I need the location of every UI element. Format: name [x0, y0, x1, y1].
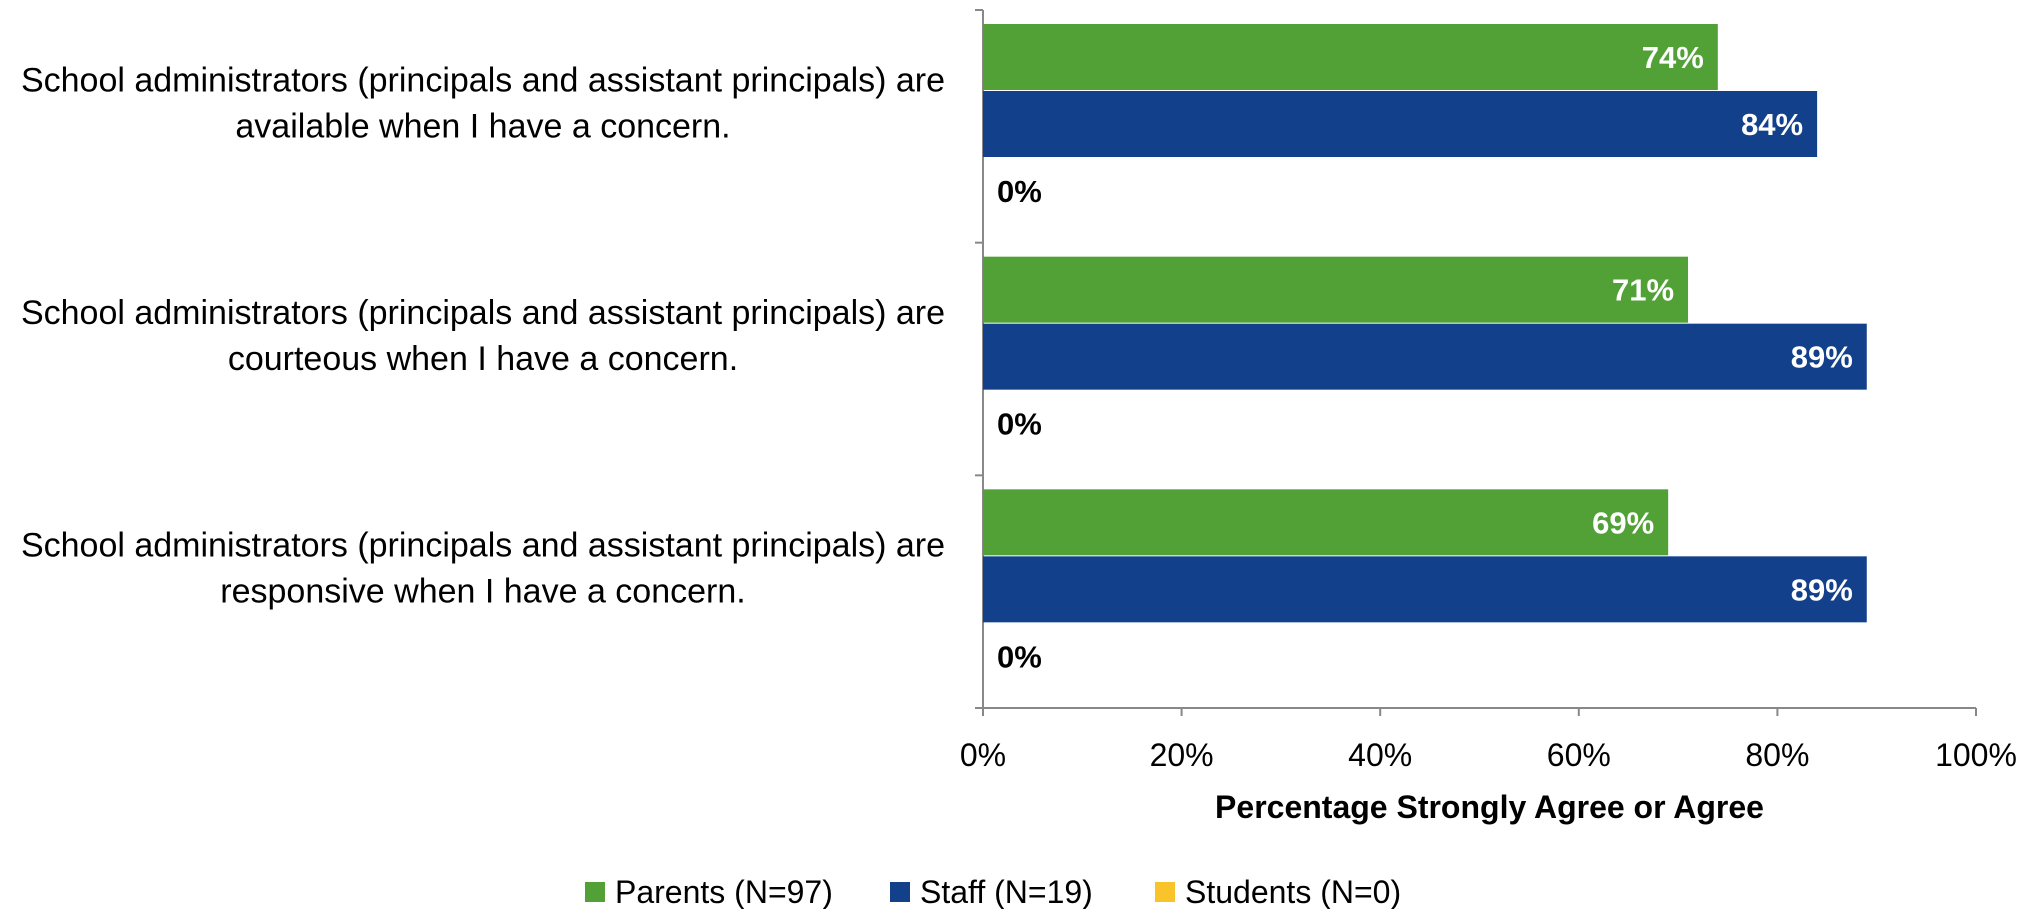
bar [983, 91, 1818, 157]
category-label: School administrators (principals and as… [21, 61, 945, 145]
legend-label: Staff (N=19) [920, 874, 1093, 909]
category-labels: School administrators (principals and as… [21, 61, 945, 610]
data-label: 74% [1642, 40, 1704, 75]
data-label: 71% [1612, 273, 1674, 308]
data-label: 89% [1791, 340, 1853, 375]
x-tick-label: 40% [1348, 737, 1412, 773]
x-axis-title: Percentage Strongly Agree or Agree [1215, 789, 1764, 825]
data-label: 0% [997, 174, 1042, 209]
bar [983, 323, 1867, 390]
category-label: School administrators (principals and as… [21, 527, 945, 611]
category-label: School administrators (principals and as… [21, 294, 945, 378]
data-label: 0% [997, 639, 1042, 674]
x-tick-label: 100% [1935, 737, 2017, 773]
bar [983, 489, 1669, 556]
x-tick-label: 0% [960, 737, 1006, 773]
legend-item: Students (N=0) [1155, 874, 1401, 909]
x-tick-label: 80% [1745, 737, 1809, 773]
legend-item: Staff (N=19) [890, 874, 1093, 909]
x-tick-labels: 0% 20% 40% 60% 80% 100% [960, 737, 2017, 773]
legend-swatch [1155, 882, 1175, 902]
legend-swatch [585, 882, 605, 902]
legend-item: Parents (N=97) [585, 874, 833, 909]
data-label: 89% [1791, 572, 1853, 607]
bar [983, 24, 1718, 90]
data-label: 84% [1741, 107, 1803, 142]
legend-label: Students (N=0) [1185, 874, 1401, 909]
legend-label: Parents (N=97) [615, 874, 833, 909]
bar [983, 556, 1867, 623]
legend-swatch [890, 882, 910, 902]
bar [983, 256, 1689, 323]
legend: Parents (N=97) Staff (N=19) Students (N=0) [585, 874, 1401, 909]
data-label: 69% [1592, 505, 1654, 540]
x-tick-label: 60% [1547, 737, 1611, 773]
bar-labels: 74% 84% 0% 71% 89% 0% 69% 89% 0% [997, 40, 1853, 674]
bars [983, 24, 1867, 623]
data-label: 0% [997, 407, 1042, 442]
x-tick-label: 20% [1150, 737, 1214, 773]
